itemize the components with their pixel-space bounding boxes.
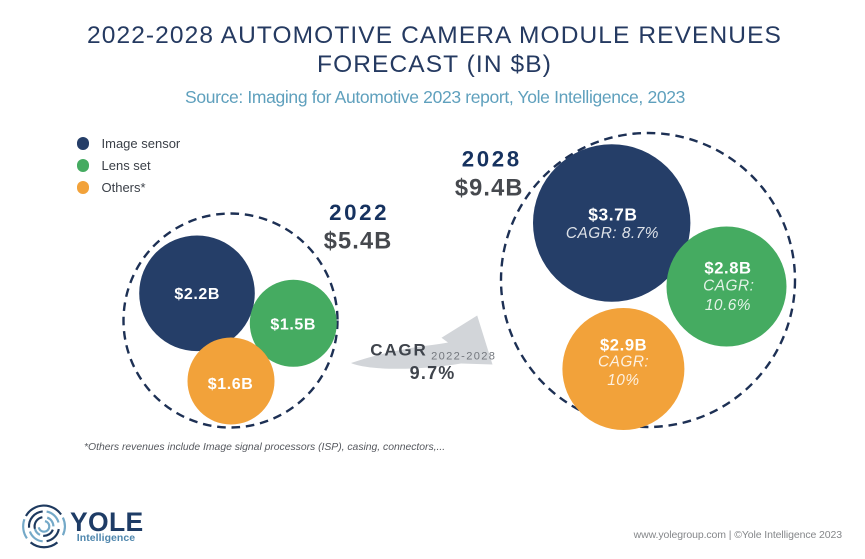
svg-text:$9.4B: $9.4B — [455, 176, 524, 202]
svg-text:$1.5B: $1.5B — [270, 317, 316, 334]
svg-text:CAGR:: CAGR: — [598, 354, 649, 371]
svg-text:$2.8B: $2.8B — [704, 258, 751, 277]
svg-text:$5.4B: $5.4B — [324, 229, 393, 255]
svg-text:CAGR: 8.7%: CAGR: 8.7% — [566, 225, 659, 242]
svg-text:2028: 2028 — [462, 147, 522, 172]
svg-text:9.7%: 9.7% — [410, 363, 456, 383]
svg-text:2022: 2022 — [329, 200, 389, 225]
svg-text:CAGR: CAGR — [370, 341, 427, 360]
svg-text:$1.6B: $1.6B — [208, 376, 254, 393]
svg-text:CAGR:: CAGR: — [703, 277, 754, 294]
svg-text:10%: 10% — [607, 372, 639, 389]
svg-text:10.6%: 10.6% — [705, 297, 751, 314]
svg-text:$3.7B: $3.7B — [588, 205, 637, 225]
svg-text:$2.9B: $2.9B — [600, 336, 647, 355]
svg-text:2022-2028: 2022-2028 — [431, 351, 496, 363]
svg-text:$2.2B: $2.2B — [174, 286, 220, 303]
